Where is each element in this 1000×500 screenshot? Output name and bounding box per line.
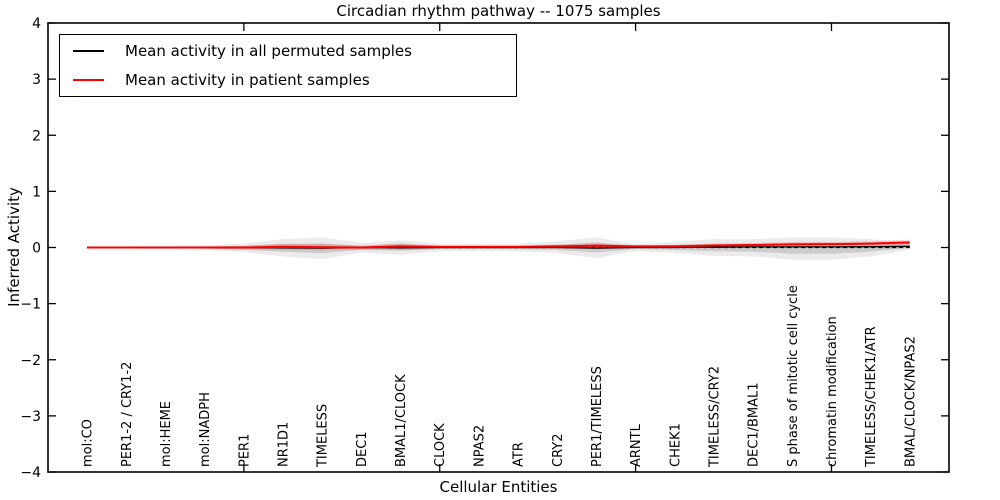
x-tick-label: CLOCK	[433, 423, 448, 467]
x-tick-label: TIMELESS	[316, 404, 331, 468]
patient-mean-line	[87, 241, 910, 249]
x-tick-label: ARNTL	[629, 423, 644, 467]
chart-title: Circadian rhythm pathway -- 1075 samples	[336, 2, 661, 20]
x-tick-label: chromatin modification	[825, 316, 840, 467]
x-tick-label: CRY2	[551, 434, 566, 468]
legend-item-permuted: Mean activity in all permuted samples	[60, 37, 516, 65]
black-line-swatch-icon	[73, 49, 104, 52]
x-tick-label: NPAS2	[472, 425, 487, 467]
y-tick-label: −2	[20, 353, 41, 369]
x-tick-label: TIMELESS/CRY2	[707, 366, 722, 468]
y-tick-label: −3	[20, 409, 41, 425]
y-tick-label: −4	[20, 465, 41, 481]
x-tick-label: TIMELESS/CHEK1/ATR	[864, 326, 879, 468]
y-tick-label: 1	[32, 184, 41, 200]
x-tick-label: PER1/TIMELESS	[590, 366, 605, 467]
legend-label-patient: Mean activity in patient samples	[125, 71, 370, 90]
legend-label-permuted: Mean activity in all permuted samples	[125, 41, 412, 60]
x-tick-label: S phase of mitotic cell cycle	[786, 285, 801, 467]
x-tick-label: BMAL/CLOCK/NPAS2	[903, 336, 918, 467]
x-tick-label: PER1	[237, 434, 252, 467]
x-tick-label: mol:HEME	[159, 401, 174, 467]
x-tick-label: mol:CO	[81, 419, 96, 467]
x-tick-label: CHEK1	[668, 423, 683, 467]
y-tick-label: 0	[32, 241, 41, 257]
legend-item-patient: Mean activity in patient samples	[60, 66, 516, 94]
x-tick-label: mol:NADPH	[198, 392, 213, 467]
x-tick-label: NR1D1	[277, 422, 292, 467]
permuted-band-outer	[87, 237, 910, 260]
y-tick-label: 4	[32, 16, 41, 32]
x-axis-label: Cellular Entities	[439, 478, 558, 496]
y-axis-label: Inferred Activity	[5, 187, 23, 307]
legend: Mean activity in all permuted samples Me…	[59, 34, 517, 97]
y-tick-label: 3	[32, 72, 41, 88]
x-tick-label: ATR	[512, 442, 527, 467]
x-tick-label: DEC1	[355, 431, 370, 467]
axis-frame	[47, 22, 950, 473]
y-tick-label: 2	[32, 128, 41, 144]
x-tick-label: PER1-2 / CRY1-2	[120, 362, 135, 467]
y-tick-label: −1	[20, 297, 41, 313]
x-tick-label: BMAL1/CLOCK	[394, 374, 409, 467]
x-tick-label: DEC1/BMAL1	[747, 383, 762, 468]
red-line-swatch-icon	[73, 79, 104, 82]
